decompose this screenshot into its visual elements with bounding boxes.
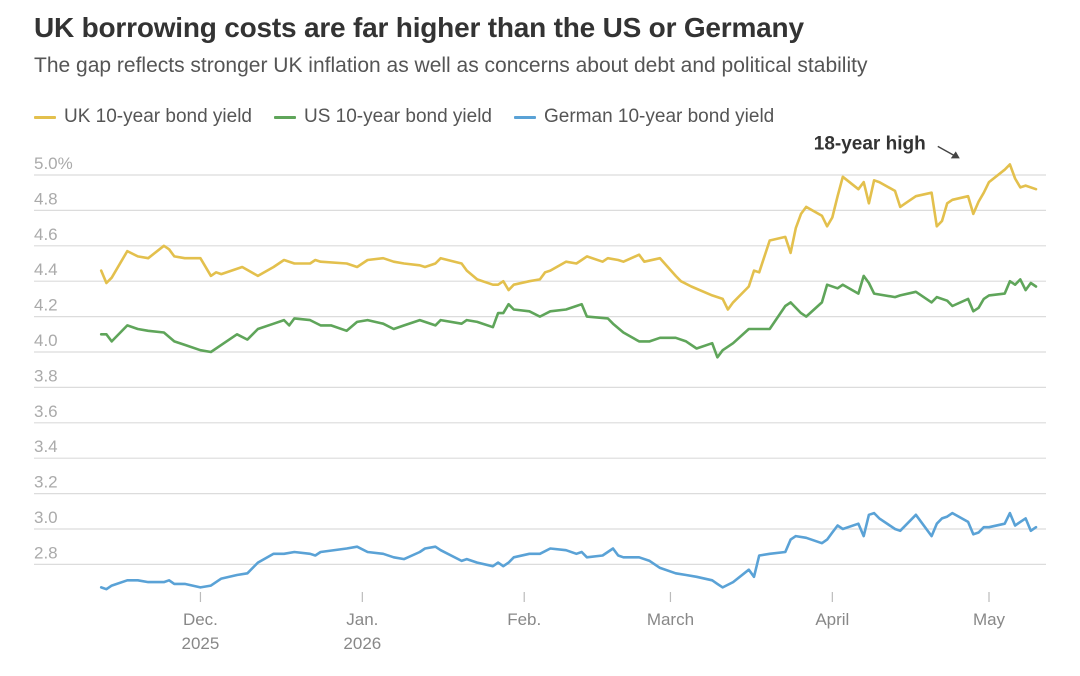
- y-tick-label: 3.0: [34, 508, 58, 527]
- y-tick-label: 4.6: [34, 225, 58, 244]
- legend-item-us: US 10-year bond yield: [274, 106, 492, 128]
- chart-subtitle: The gap reflects stronger UK inflation a…: [34, 54, 868, 77]
- y-tick-label: 4.2: [34, 296, 58, 315]
- legend: UK 10-year bond yield US 10-year bond yi…: [34, 106, 796, 128]
- y-tick-label: 4.4: [34, 260, 58, 279]
- annotation-label: 18-year high: [814, 133, 926, 154]
- y-tick-label: 4.8: [34, 189, 58, 208]
- x-tick-label: Jan.: [346, 610, 378, 629]
- legend-item-uk: UK 10-year bond yield: [34, 106, 252, 128]
- series-lines: [99, 163, 1038, 591]
- legend-label-us: US 10-year bond yield: [304, 106, 492, 127]
- y-tick-label: 3.6: [34, 402, 58, 421]
- y-tick-label: 5.0%: [34, 154, 73, 173]
- x-axis-ticks: Dec. 2025 Jan. 2026 Feb. March April May: [182, 592, 1006, 653]
- legend-label-uk: UK 10-year bond yield: [64, 106, 252, 127]
- y-tick-label: 3.8: [34, 366, 58, 385]
- legend-swatch-us: [274, 115, 296, 119]
- x-tick-label: Feb.: [507, 610, 541, 629]
- legend-item-germany: German 10-year bond yield: [514, 106, 774, 128]
- x-tick-label: May: [973, 610, 1006, 629]
- series-line-uk: [99, 163, 1038, 311]
- legend-swatch-uk: [34, 115, 56, 119]
- y-tick-label: 4.0: [34, 331, 58, 350]
- x-tick-label: March: [647, 610, 694, 629]
- x-tick-year-label: 2026: [343, 634, 381, 653]
- series-line-us: [99, 274, 1038, 359]
- series-line-germany: [99, 511, 1038, 591]
- x-tick-label: Dec.: [183, 610, 218, 629]
- y-axis-ticks: 5.0% 4.8 4.6 4.4 4.2 4.0 3.8 3.6 3.4 3.2 3.0 2.8: [34, 154, 73, 562]
- chart-title: UK borrowing costs are far higher than t…: [34, 12, 804, 43]
- annotation: 18-year high: [814, 133, 960, 159]
- annotation-arrow: [937, 145, 957, 157]
- legend-label-germany: German 10-year bond yield: [544, 106, 775, 127]
- x-tick-year-label: 2025: [182, 634, 220, 653]
- y-tick-label: 3.4: [34, 437, 58, 456]
- annotation-arrowhead: [950, 151, 960, 159]
- grid: [34, 174, 1046, 566]
- y-tick-label: 3.2: [34, 473, 58, 492]
- y-tick-label: 2.8: [34, 543, 58, 562]
- x-tick-label: April: [815, 610, 849, 629]
- legend-swatch-germany: [514, 115, 536, 119]
